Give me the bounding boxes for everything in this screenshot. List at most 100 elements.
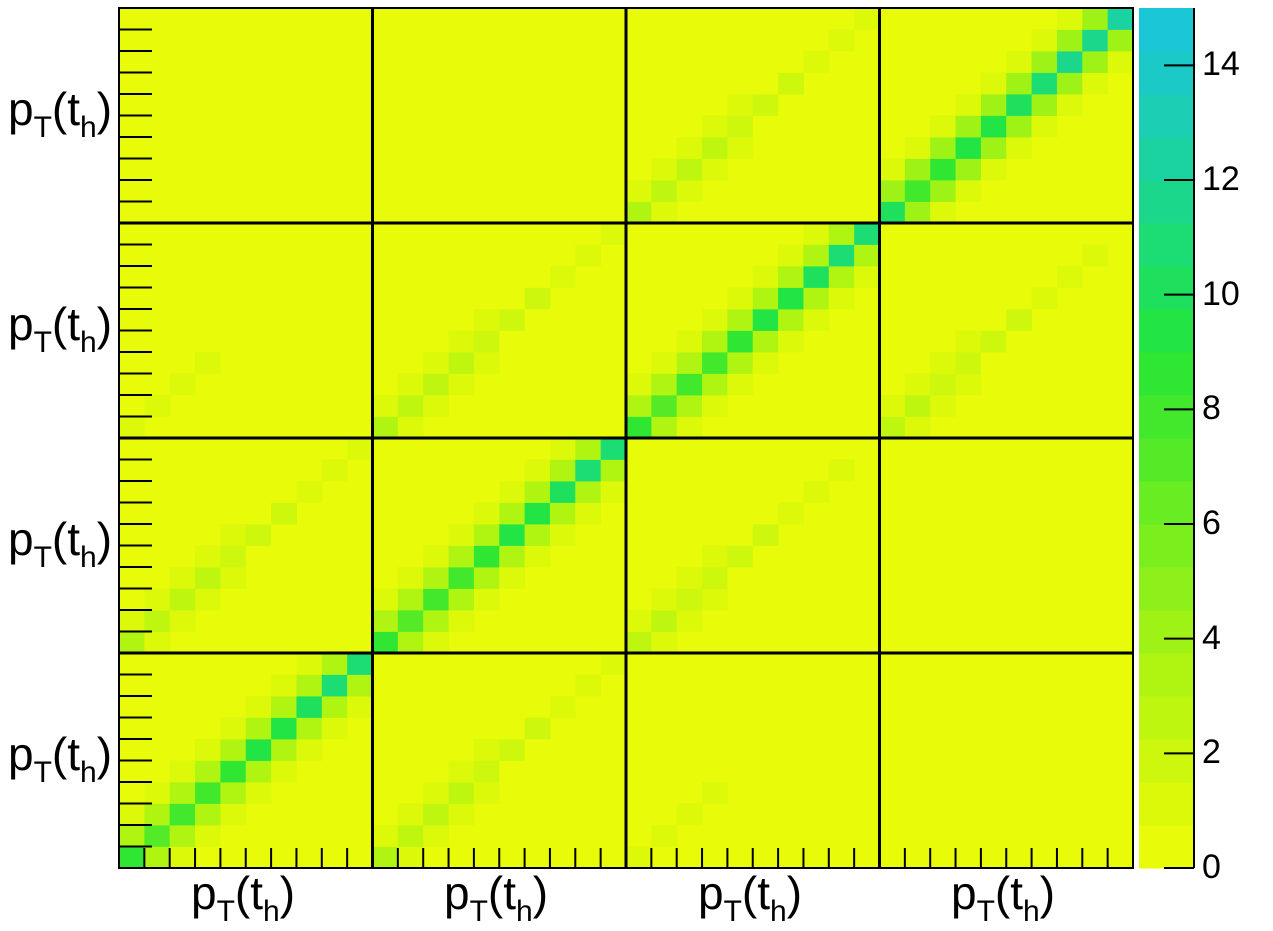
heatmap-cell	[626, 610, 652, 632]
heatmap-cell	[245, 782, 272, 804]
heatmap-cell	[448, 524, 475, 546]
heatmap-cell	[651, 201, 678, 224]
heatmap-cell	[499, 481, 525, 503]
heatmap-cell	[1082, 51, 1109, 73]
heatmap-cell	[854, 223, 880, 245]
heatmap-cell	[1056, 94, 1083, 116]
heatmap-cell	[397, 567, 424, 589]
heatmap-cell	[473, 545, 500, 568]
heatmap-cell	[676, 180, 703, 202]
heatmap-cell	[169, 760, 196, 783]
heatmap-cell	[752, 524, 779, 546]
heatmap-cell	[879, 395, 906, 417]
heatmap-cell	[651, 610, 678, 632]
heatmap-cell	[448, 545, 475, 568]
heatmap-cell	[245, 545, 272, 568]
color-bar-segment	[1139, 395, 1194, 439]
axis-label-part: h	[770, 895, 787, 928]
color-bar-tick-label: 2	[1202, 733, 1221, 772]
heatmap-cell	[803, 244, 830, 267]
y-axis-label: pT(th)	[8, 301, 112, 358]
axis-label-part: T	[33, 541, 52, 574]
axis-label-part: (t	[51, 513, 81, 565]
heatmap-cell	[904, 373, 931, 396]
heatmap-cell	[676, 137, 703, 159]
heatmap-cell	[955, 352, 982, 374]
axis-label-part: (t	[234, 867, 264, 919]
heatmap-cell	[752, 330, 779, 353]
color-bar-segment	[1139, 610, 1194, 654]
heatmap-cell	[321, 459, 348, 482]
heatmap-cell	[702, 567, 728, 589]
heatmap-cell	[195, 567, 221, 589]
heatmap-cell	[245, 309, 272, 331]
heatmap-cell	[676, 158, 703, 181]
heatmap-cell	[296, 717, 323, 740]
heatmap-cell	[169, 846, 196, 869]
color-bar-segment	[1139, 137, 1194, 181]
heatmap-cell	[220, 524, 247, 546]
heatmap-cell	[803, 223, 830, 245]
heatmap-cell	[828, 223, 855, 245]
color-bar-tick-label: 0	[1202, 848, 1221, 886]
heatmap-cell	[626, 846, 652, 869]
heatmap-cell	[169, 373, 196, 396]
heatmap-cell	[372, 416, 399, 439]
heatmap-cell	[524, 266, 551, 288]
heatmap-cell	[702, 588, 728, 611]
heatmap-cell	[752, 115, 779, 138]
heatmap-cell	[727, 330, 754, 353]
heatmap-cell	[372, 825, 399, 847]
y-axis-label: pT(th)	[8, 516, 112, 573]
heatmap-cell	[397, 825, 424, 847]
heatmap-cell	[524, 739, 551, 761]
heatmap-cell	[423, 373, 449, 396]
heatmap-cell	[676, 330, 703, 353]
heatmap-cell	[119, 846, 145, 869]
color-bar-segment	[1139, 309, 1194, 353]
heatmap-cell	[778, 51, 804, 73]
heatmap-cell	[727, 760, 754, 783]
heatmap-cell	[752, 502, 779, 525]
heatmap-cell	[1056, 266, 1083, 288]
heatmap-cell	[169, 825, 196, 847]
color-bar-tick-label: 4	[1202, 618, 1221, 657]
heatmap-cell	[549, 481, 576, 503]
axis-label-part: )	[279, 867, 296, 919]
heatmap-cell	[575, 481, 602, 503]
heatmap-cell	[803, 287, 830, 310]
heatmap-cell	[752, 72, 779, 95]
heatmap-cell	[854, 8, 880, 30]
heatmap-cell	[727, 373, 754, 396]
heatmap-cell	[1006, 72, 1032, 95]
heatmap-cell	[727, 545, 754, 568]
heatmap-cell	[220, 717, 247, 740]
heatmap-cell	[448, 330, 475, 353]
heatmap-cell	[144, 395, 171, 417]
heatmap-cell	[575, 438, 602, 460]
heatmap-cell	[448, 373, 475, 396]
heatmap-cell	[321, 674, 348, 697]
heatmap-cell	[575, 244, 602, 267]
heatmap-cell	[473, 330, 500, 353]
heatmap-cell	[879, 201, 906, 224]
heatmap-cell	[499, 524, 525, 546]
heatmap-cell	[220, 545, 247, 568]
heatmap-cell	[473, 309, 500, 331]
heatmap-cell	[347, 438, 373, 460]
heatmap-cell	[980, 330, 1007, 353]
heatmap-cell	[195, 739, 221, 761]
heatmap-cell	[955, 137, 982, 159]
axis-label-part: p	[8, 513, 34, 565]
axis-label-part: p	[8, 728, 34, 780]
heatmap-cell	[473, 588, 500, 611]
heatmap-cell	[1006, 115, 1032, 138]
color-bar-tick-label: 10	[1202, 274, 1240, 313]
heatmap-cell	[778, 266, 804, 288]
heatmap-cell	[828, 244, 855, 267]
heatmap-cell	[524, 545, 551, 568]
heatmap-cell	[803, 481, 830, 503]
heatmap-cell	[220, 739, 247, 761]
heatmap-cell	[575, 459, 602, 482]
heatmap-cell	[473, 739, 500, 761]
